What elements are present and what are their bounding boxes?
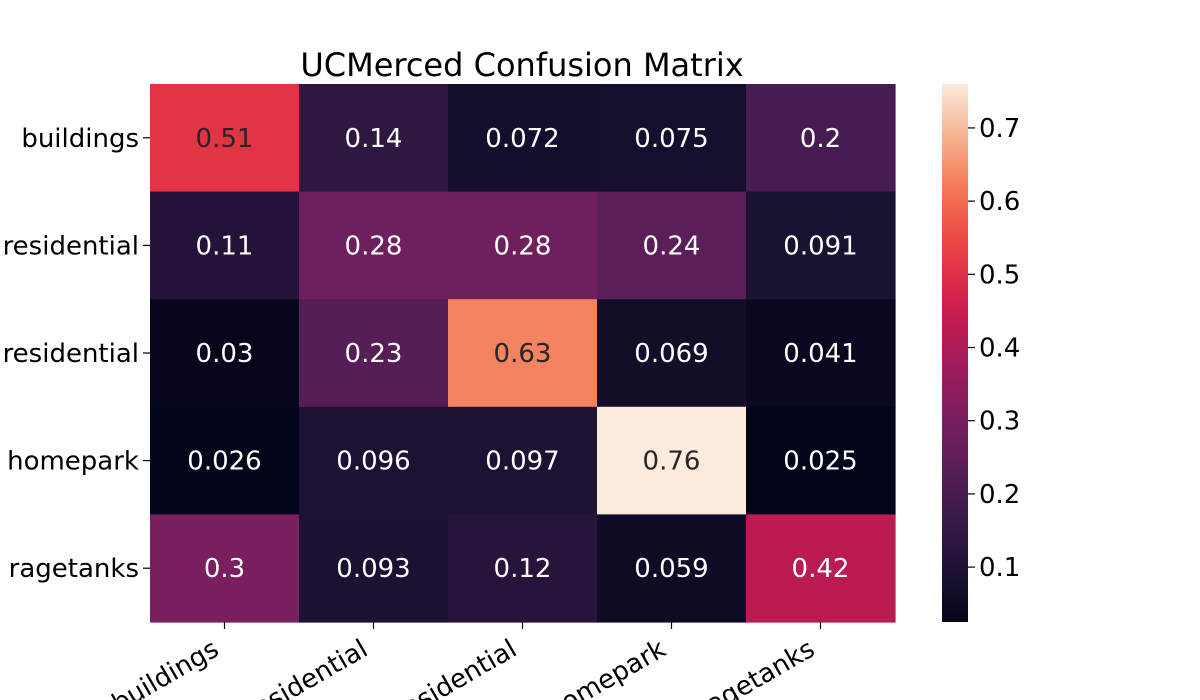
cell-value-label: 0.12 [494,554,552,584]
x-tick-label: homepark [542,634,671,700]
x-tick-label: residential [240,634,373,700]
heatmap-grid: 0.51 0.14 0.072 0.075 0.2 0.11 0.28 0.28 0.24 0.0… [150,84,896,623]
heatmap-cell [746,191,896,300]
y-tick-label: residential [3,231,139,261]
cell-value-label: 0.041 [783,339,857,369]
heatmap-cell [448,299,598,408]
heatmap-cell [597,514,747,623]
cell-value-label: 0.069 [634,339,708,369]
heatmap-cell [150,299,300,408]
colorbar-tick-label: 0.3 [979,407,1020,437]
cell-value-label: 0.3 [204,554,245,584]
cell-value-label: 0.28 [494,231,552,261]
y-tick-label: homepark [7,447,139,477]
heatmap-cell [150,84,300,193]
heatmap-cell [746,84,896,193]
colorbar-tick-label: 0.5 [979,260,1020,290]
heatmap-cell [150,514,300,623]
heatmap-cell [448,84,598,193]
heatmap-cell [299,406,449,515]
heatmap-cell [299,299,449,408]
cell-value-label: 0.76 [643,447,701,477]
heatmap-cell [746,406,896,515]
y-axis: buildings residential residential homepark r… [3,124,150,584]
x-tick-label: buildings [107,634,224,700]
cell-value-label: 0.2 [800,124,841,154]
colorbar-gradient [942,84,968,622]
cell-value-label: 0.072 [485,124,559,154]
heatmap-cell [448,406,598,515]
y-tick-label: buildings [21,124,139,154]
cell-value-label: 0.059 [634,554,708,584]
colorbar-tick-label: 0.1 [979,553,1020,583]
colorbar-tick-label: 0.7 [979,114,1020,144]
colorbar: 0.1 0.2 0.3 0.4 0.5 0.6 0.7 [942,84,1020,622]
cell-value-label: 0.42 [792,554,850,584]
cell-value-label: 0.075 [634,124,708,154]
heatmap-cell [448,514,598,623]
colorbar-tick-label: 0.4 [979,334,1020,364]
x-axis: buildings residential residential homepark r… [107,622,822,700]
y-tick-label: ragetanks [9,554,139,584]
heatmap-cell [299,514,449,623]
cell-value-label: 0.24 [643,231,701,261]
heatmap-cell [150,191,300,300]
heatmap-cell [597,84,747,193]
heatmap-cell [597,406,747,515]
cell-value-label: 0.091 [783,231,857,261]
cell-value-label: 0.03 [196,339,254,369]
x-tick-label: ragetanks [692,634,820,700]
heatmap-cell [299,191,449,300]
colorbar-tick-label: 0.6 [979,187,1020,217]
chart-title: UCMerced Confusion Matrix [300,46,743,84]
cell-value-label: 0.026 [187,447,261,477]
heatmap-cell [299,84,449,193]
heatmap-cell [150,406,300,515]
heatmap-cell [448,191,598,300]
heatmap-cell [597,191,747,300]
cell-value-label: 0.096 [336,447,410,477]
heatmap-cell [597,299,747,408]
cell-value-label: 0.14 [345,124,403,154]
cell-value-label: 0.51 [196,124,254,154]
cell-value-label: 0.28 [345,231,403,261]
x-tick-label: residential [389,634,522,700]
colorbar-tick-label: 0.2 [979,480,1020,510]
cell-value-label: 0.23 [345,339,403,369]
cell-value-label: 0.097 [485,447,559,477]
cell-value-label: 0.63 [494,339,552,369]
cell-value-label: 0.025 [783,447,857,477]
heatmap-cell [746,514,896,623]
cell-value-label: 0.093 [336,554,410,584]
heatmap-cell [746,299,896,408]
cell-value-label: 0.11 [196,231,254,261]
y-tick-label: residential [3,339,139,369]
